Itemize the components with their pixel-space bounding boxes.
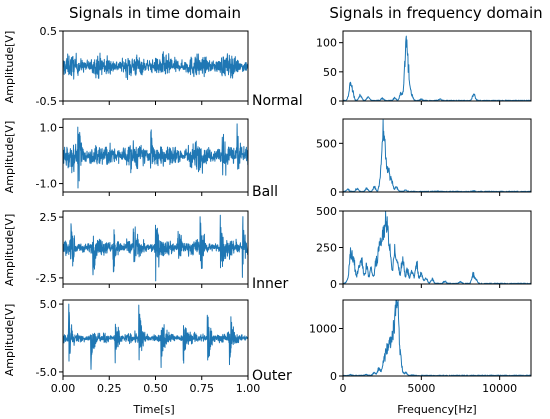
- row-inner: -2.5 2.5 Amplitude[V] Inner 0 250 500: [3, 205, 532, 292]
- freq-axes-frame: [342, 299, 532, 377]
- freq-x-tick-label: 5000: [407, 382, 435, 395]
- time-y-tick-label: 5.0: [40, 298, 58, 311]
- row-normal: -0.5 0.5 Amplitude[V] Normal 0 50 100: [3, 25, 532, 109]
- time-domain-title: Signals in time domain: [69, 4, 241, 22]
- time-x-tick-label: 1.00: [236, 382, 261, 395]
- time-signal-line: [62, 51, 249, 80]
- time-y-tick-label: -5.0: [36, 366, 57, 379]
- time-x-tick-label: 0.75: [190, 382, 215, 395]
- frequency-x-axis-label: Frequency[Hz]: [397, 403, 476, 416]
- time-x-tick-label: 0.25: [97, 382, 122, 395]
- time-y-tick-label: 1.0: [40, 121, 58, 134]
- freq-y-tick-label: 0: [330, 186, 337, 199]
- freq-y-tick-label: 100: [316, 37, 337, 50]
- freq-y-tick-label: 250: [316, 242, 337, 255]
- time-y-tick-label: -1.0: [36, 178, 57, 191]
- amplitude-y-label: Amplitude[V]: [3, 304, 16, 376]
- amplitude-y-label: Amplitude[V]: [3, 214, 16, 286]
- time-signal-line: [62, 303, 249, 370]
- freq-x-tick-label: 0: [340, 382, 347, 395]
- time-y-tick-label: -2.5: [36, 272, 57, 285]
- freq-y-tick-label: 0: [330, 95, 337, 108]
- freq-y-tick-label: 50: [323, 66, 337, 79]
- freq-axes-frame: [342, 30, 532, 102]
- freq-y-tick-label: 500: [316, 205, 337, 218]
- condition-label: Inner: [252, 276, 288, 292]
- amplitude-y-label: Amplitude[V]: [3, 121, 16, 193]
- spectrum-line: [342, 300, 532, 377]
- time-x-axis-label: Time[s]: [132, 403, 174, 416]
- freq-y-tick-label: 0: [330, 370, 337, 383]
- freq-y-tick-label: 0: [330, 278, 337, 291]
- spectrum-line: [342, 35, 532, 102]
- time-x-tick-label: 0.50: [143, 382, 168, 395]
- time-y-tick-label: -0.5: [36, 95, 57, 108]
- freq-y-tick-label: 500: [316, 137, 337, 150]
- condition-label: Normal: [252, 93, 303, 109]
- condition-label: Outer: [252, 368, 292, 384]
- time-signal-line: [62, 123, 249, 189]
- condition-label: Ball: [252, 184, 278, 200]
- frequency-domain-title: Signals in frequency domain: [329, 4, 542, 22]
- row-outer: -5.0 5.0 Amplitude[V] Outer 0.00 0.25 0.50 0.75…: [3, 298, 532, 395]
- spectrum-line: [342, 211, 532, 285]
- freq-axes-frame: [342, 118, 532, 193]
- time-x-tick-label: 0.00: [51, 382, 76, 395]
- row-ball: -1.0 1.0 Amplitude[V] Ball 0 500: [3, 118, 532, 200]
- spectrum-line: [342, 119, 532, 193]
- freq-x-tick-label: 10000: [482, 382, 517, 395]
- freq-axes-frame: [342, 210, 532, 285]
- amplitude-y-label: Amplitude[V]: [3, 31, 16, 103]
- time-y-tick-label: 2.5: [40, 211, 58, 224]
- freq-y-tick-label: 1000: [309, 323, 337, 336]
- time-y-tick-label: 0.5: [40, 25, 58, 38]
- time-signal-line: [62, 214, 249, 282]
